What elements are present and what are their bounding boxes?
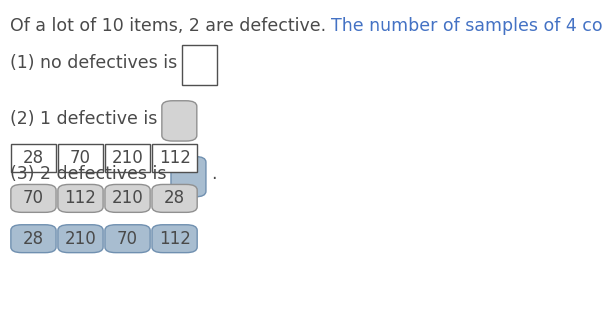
FancyBboxPatch shape — [11, 144, 56, 172]
Text: 112: 112 — [159, 230, 191, 248]
FancyBboxPatch shape — [152, 184, 197, 212]
Text: .: . — [211, 165, 216, 183]
FancyBboxPatch shape — [11, 184, 56, 212]
Text: 210: 210 — [112, 149, 144, 167]
FancyBboxPatch shape — [152, 225, 197, 253]
Text: 28: 28 — [164, 189, 185, 207]
Text: (3) 2 defectives is: (3) 2 defectives is — [10, 165, 166, 183]
Text: 28: 28 — [23, 230, 44, 248]
FancyBboxPatch shape — [162, 101, 197, 141]
FancyBboxPatch shape — [105, 184, 150, 212]
FancyBboxPatch shape — [171, 157, 206, 197]
Text: (2) 1 defective is: (2) 1 defective is — [10, 109, 157, 127]
FancyBboxPatch shape — [182, 45, 216, 85]
FancyBboxPatch shape — [58, 184, 103, 212]
Text: 112: 112 — [159, 149, 191, 167]
FancyBboxPatch shape — [105, 225, 150, 253]
Text: 210: 210 — [65, 230, 96, 248]
Text: The number of samples of 4 containing: The number of samples of 4 containing — [331, 17, 603, 35]
Text: (1) no defectives is: (1) no defectives is — [10, 54, 177, 72]
Text: 28: 28 — [23, 149, 44, 167]
Text: Of a lot of 10 items, 2 are defective.: Of a lot of 10 items, 2 are defective. — [10, 17, 331, 35]
Text: 70: 70 — [70, 149, 91, 167]
Text: 70: 70 — [117, 230, 138, 248]
FancyBboxPatch shape — [58, 144, 103, 172]
FancyBboxPatch shape — [11, 225, 56, 253]
FancyBboxPatch shape — [58, 225, 103, 253]
FancyBboxPatch shape — [152, 144, 197, 172]
Text: 112: 112 — [65, 189, 96, 207]
Text: 210: 210 — [112, 189, 144, 207]
Text: 70: 70 — [23, 189, 44, 207]
FancyBboxPatch shape — [105, 144, 150, 172]
